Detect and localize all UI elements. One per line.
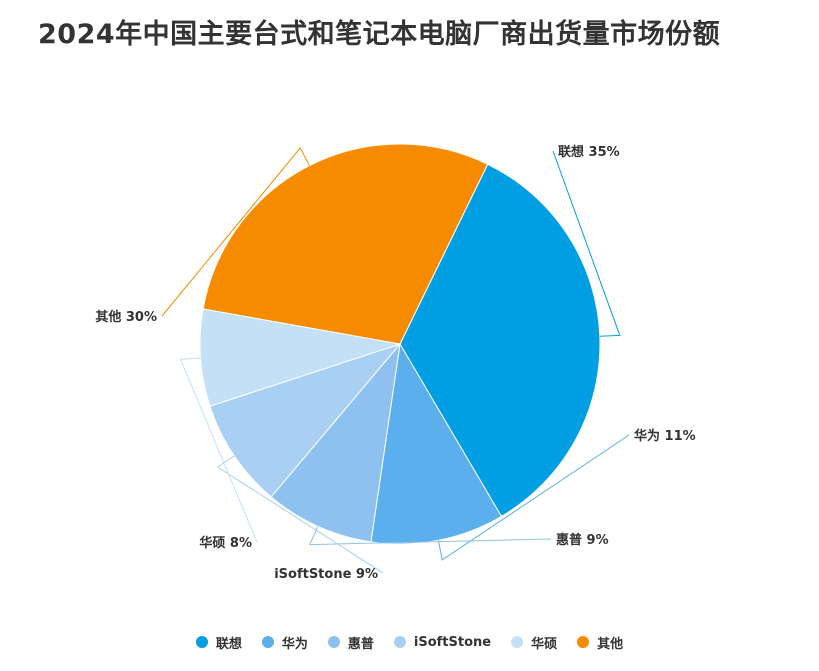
legend-label: 华为	[281, 636, 308, 652]
legend-item[interactable]: 华为	[261, 633, 308, 652]
slice-label: 惠普 9%	[556, 532, 609, 548]
chart-title: 2024年中国主要台式和笔记本电脑厂商出货量市场份额	[38, 19, 721, 50]
legend-item[interactable]: iSoftStone	[393, 634, 492, 650]
leader-line	[216, 455, 384, 574]
legend-label: 其他	[597, 636, 624, 652]
leader-line	[179, 357, 258, 543]
legend-marker	[511, 636, 524, 648]
legend-item[interactable]: 华硕	[511, 633, 557, 652]
slice-label: 其他 30%	[95, 309, 157, 325]
legend-label: 惠普	[347, 636, 374, 652]
leader-line	[161, 146, 310, 317]
slice-label: iSoftStone 9%	[274, 567, 378, 582]
slice-label: 联想 35%	[558, 144, 620, 160]
slice-label: 华硕 8%	[199, 535, 252, 551]
legend-marker	[195, 636, 208, 648]
leader-line	[552, 150, 621, 337]
leader-line	[437, 434, 630, 561]
legend-label: 华硕	[531, 636, 558, 652]
legend-item[interactable]: 联想	[195, 633, 242, 652]
legend-marker	[261, 636, 274, 648]
legend-item[interactable]: 惠普	[327, 633, 374, 652]
legend-label: 联想	[215, 636, 242, 652]
legend-label: iSoftStone	[413, 634, 492, 650]
slice-label: 华为 11%	[634, 428, 696, 444]
legend-marker	[327, 636, 340, 648]
legend-marker	[393, 636, 406, 648]
legend-marker	[577, 636, 590, 648]
leader-line	[308, 526, 552, 546]
pie-slice	[199, 308, 401, 407]
legend-item[interactable]: 其他	[577, 633, 623, 652]
chart-legend: 联想 华为 惠普 iSoftStone 华硕 其他	[0, 630, 819, 654]
